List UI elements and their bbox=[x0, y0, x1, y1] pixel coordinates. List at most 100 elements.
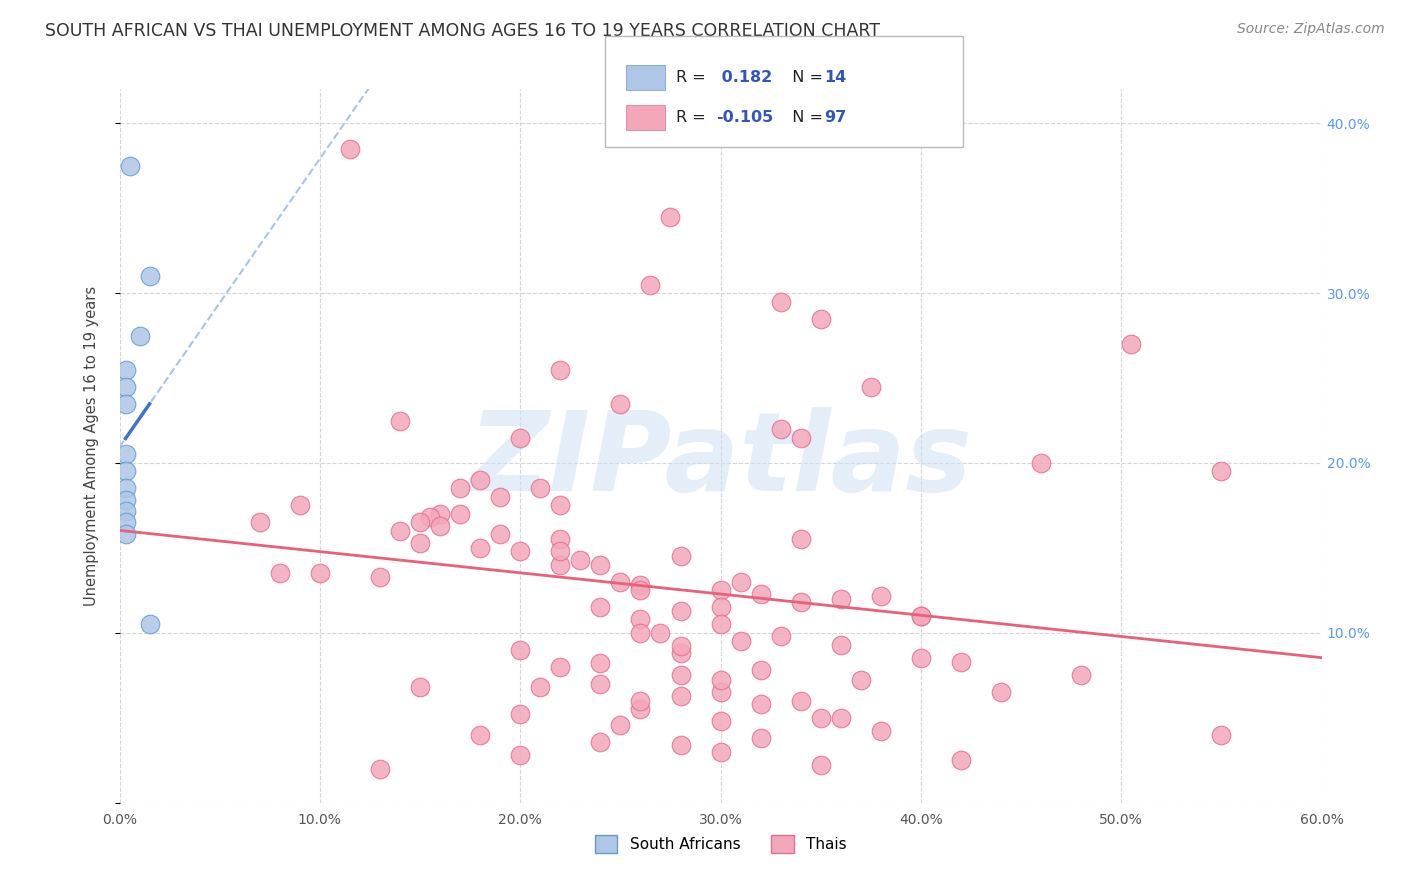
Point bbox=[709, 617, 731, 632]
Point bbox=[869, 589, 893, 603]
Point bbox=[869, 724, 893, 739]
Point bbox=[409, 516, 432, 530]
Point bbox=[114, 448, 136, 462]
Point bbox=[114, 379, 136, 393]
Point bbox=[118, 159, 141, 173]
Point bbox=[630, 702, 652, 716]
Point bbox=[529, 680, 551, 694]
Point bbox=[650, 626, 672, 640]
Point bbox=[950, 655, 973, 669]
Point bbox=[388, 413, 412, 427]
Point bbox=[669, 640, 692, 654]
Point bbox=[138, 269, 160, 284]
Point bbox=[790, 533, 813, 547]
Point bbox=[709, 600, 731, 615]
Point bbox=[669, 689, 692, 703]
Point bbox=[990, 685, 1012, 699]
Point bbox=[1211, 728, 1233, 742]
Point bbox=[114, 465, 136, 479]
Point bbox=[1029, 456, 1052, 470]
Point bbox=[509, 430, 531, 444]
Point bbox=[730, 574, 752, 589]
Point bbox=[550, 362, 572, 376]
Point bbox=[114, 503, 136, 517]
Point bbox=[910, 608, 932, 623]
Text: 14: 14 bbox=[824, 70, 846, 85]
Point bbox=[830, 638, 852, 652]
Text: 0.182: 0.182 bbox=[716, 70, 772, 85]
Legend: South Africans, Thais: South Africans, Thais bbox=[589, 829, 852, 859]
Point bbox=[114, 493, 136, 508]
Point bbox=[669, 668, 692, 682]
Point bbox=[589, 677, 612, 691]
Point bbox=[114, 396, 136, 410]
Point bbox=[419, 510, 441, 524]
Point bbox=[589, 734, 612, 748]
Point bbox=[709, 714, 731, 729]
Point bbox=[429, 507, 451, 521]
Point bbox=[859, 379, 882, 393]
Text: N =: N = bbox=[782, 111, 828, 125]
Point bbox=[509, 643, 531, 657]
Point bbox=[128, 328, 150, 343]
Point bbox=[468, 728, 492, 742]
Point bbox=[830, 711, 852, 725]
Point bbox=[630, 578, 652, 592]
Text: N =: N = bbox=[782, 70, 828, 85]
Point bbox=[730, 634, 752, 648]
Point bbox=[550, 499, 572, 513]
Text: ZIPatlas: ZIPatlas bbox=[468, 407, 973, 514]
Point bbox=[709, 745, 731, 759]
Point bbox=[409, 536, 432, 550]
Point bbox=[409, 680, 432, 694]
Point bbox=[830, 591, 852, 606]
Point bbox=[709, 685, 731, 699]
Point bbox=[449, 507, 471, 521]
Text: Source: ZipAtlas.com: Source: ZipAtlas.com bbox=[1237, 22, 1385, 37]
Point bbox=[769, 422, 792, 436]
Point bbox=[749, 698, 772, 712]
Point bbox=[509, 707, 531, 722]
Point bbox=[630, 612, 652, 626]
Point bbox=[669, 549, 692, 564]
Point bbox=[790, 694, 813, 708]
Point bbox=[388, 524, 412, 538]
Y-axis label: Unemployment Among Ages 16 to 19 years: Unemployment Among Ages 16 to 19 years bbox=[84, 286, 98, 606]
Point bbox=[339, 142, 361, 156]
Point bbox=[114, 527, 136, 541]
Point bbox=[709, 583, 731, 598]
Point bbox=[468, 473, 492, 487]
Point bbox=[468, 541, 492, 555]
Text: SOUTH AFRICAN VS THAI UNEMPLOYMENT AMONG AGES 16 TO 19 YEARS CORRELATION CHART: SOUTH AFRICAN VS THAI UNEMPLOYMENT AMONG… bbox=[45, 22, 880, 40]
Point bbox=[569, 553, 592, 567]
Point bbox=[309, 566, 332, 581]
Point bbox=[1211, 465, 1233, 479]
Point bbox=[640, 277, 662, 292]
Point bbox=[950, 753, 973, 767]
Point bbox=[114, 362, 136, 376]
Point bbox=[138, 617, 160, 632]
Point bbox=[609, 396, 631, 410]
Point bbox=[749, 731, 772, 746]
Point bbox=[630, 694, 652, 708]
Point bbox=[249, 516, 271, 530]
Point bbox=[550, 533, 572, 547]
Point bbox=[630, 626, 652, 640]
Point bbox=[550, 558, 572, 572]
Point bbox=[589, 600, 612, 615]
Text: 97: 97 bbox=[824, 111, 846, 125]
Point bbox=[589, 558, 612, 572]
Point bbox=[368, 762, 391, 776]
Point bbox=[849, 673, 872, 688]
Point bbox=[669, 738, 692, 752]
Point bbox=[489, 527, 512, 541]
Text: R =: R = bbox=[676, 70, 711, 85]
Point bbox=[749, 663, 772, 677]
Text: -0.105: -0.105 bbox=[716, 111, 773, 125]
Point bbox=[609, 574, 631, 589]
Point bbox=[509, 748, 531, 763]
Point bbox=[449, 482, 471, 496]
Point bbox=[368, 570, 391, 584]
Text: R =: R = bbox=[676, 111, 711, 125]
Point bbox=[910, 651, 932, 665]
